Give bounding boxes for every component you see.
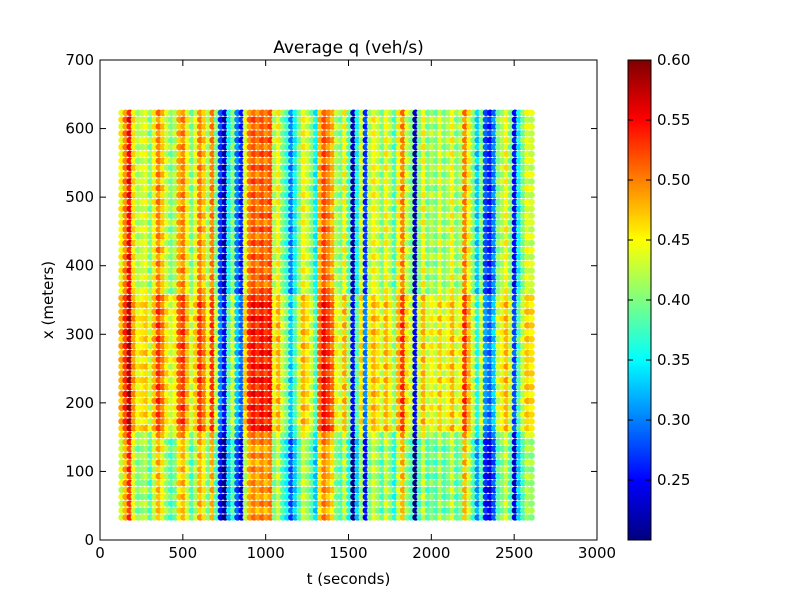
data-points <box>118 109 535 521</box>
chart-title: Average q (veh/s) <box>273 38 424 58</box>
